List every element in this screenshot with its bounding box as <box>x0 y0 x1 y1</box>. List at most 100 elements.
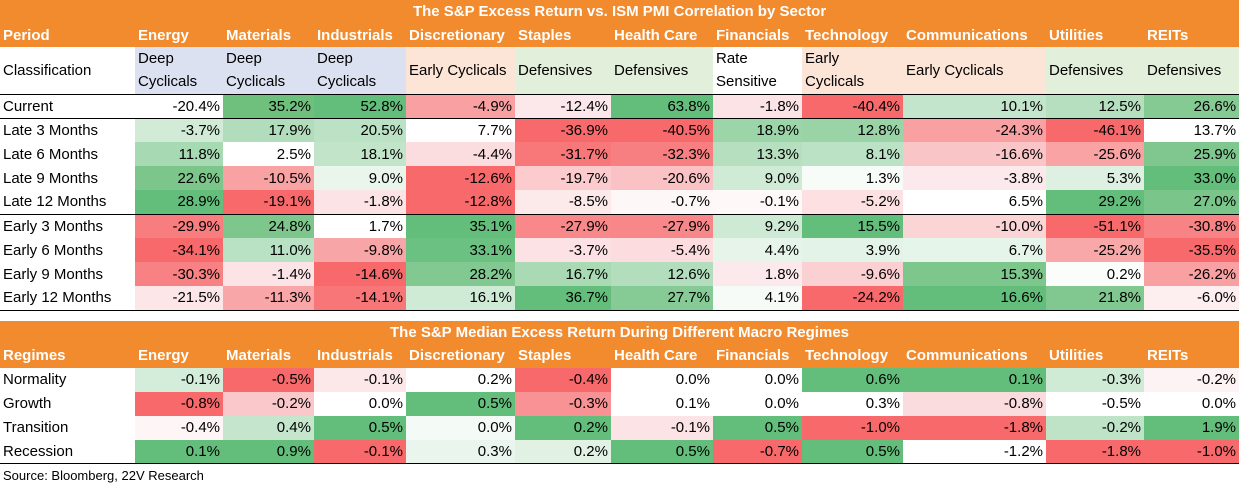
classification-row: Classification Deep Cyclicals Deep Cyclica… <box>0 47 1240 94</box>
value-cell: -0.8% <box>135 391 223 416</box>
column-header: Technology <box>802 23 903 47</box>
value-cell: 16.1% <box>406 286 515 311</box>
value-cell: -11.3% <box>223 286 314 311</box>
value-cell: 13.3% <box>713 142 802 166</box>
column-header: Staples <box>515 343 611 368</box>
column-header: Utilities <box>1046 23 1144 47</box>
value-cell: 63.8% <box>611 93 713 118</box>
value-cell: -19.1% <box>223 190 314 214</box>
value-cell: -51.1% <box>1046 213 1144 238</box>
column-header: Utilities <box>1046 343 1144 368</box>
value-cell: 0.0% <box>1144 391 1240 416</box>
value-cell: 33.1% <box>406 238 515 262</box>
value-cell: 0.0% <box>611 367 713 392</box>
value-cell: -12.8% <box>406 190 515 214</box>
classification-cell: Early Cyclicals <box>903 47 1046 94</box>
value-cell: -0.5% <box>223 367 314 392</box>
value-cell: 0.1% <box>135 439 223 464</box>
row-label: Early 6 Months <box>3 241 104 259</box>
value-cell: -3.7% <box>135 117 223 142</box>
value-cell: 1.9% <box>1144 415 1240 440</box>
value-cell: -0.8% <box>903 391 1046 416</box>
value-cell: -12.6% <box>406 166 515 190</box>
column-header: Health Care <box>611 343 713 368</box>
classification-cell: Defensives <box>515 47 611 94</box>
classification-cell: Defensives <box>611 47 713 94</box>
macro-regimes-table: The S&P Median Excess Return During Diff… <box>0 320 1240 464</box>
value-cell: 18.1% <box>314 142 406 166</box>
column-header: Materials <box>223 23 314 47</box>
value-cell: -16.6% <box>903 142 1046 166</box>
column-header: Industrials <box>314 343 406 368</box>
column-header: REITs <box>1144 343 1240 368</box>
value-cell: 0.9% <box>223 439 314 464</box>
value-cell: 12.8% <box>802 117 903 142</box>
value-cell: 0.2% <box>406 367 515 392</box>
value-cell: -3.8% <box>903 166 1046 190</box>
value-cell: -31.7% <box>515 142 611 166</box>
table-row: Early 6 Months -34.1% 11.0% -9.8% 33.1% -3.7%… <box>0 238 1240 262</box>
value-cell: 1.8% <box>713 262 802 286</box>
value-cell: -1.2% <box>903 439 1046 464</box>
classification-label: Classification <box>3 61 92 79</box>
table-row: Transition -0.4% 0.4% 0.5% 0.0% 0.2% -0.1% 0.5%… <box>0 415 1240 440</box>
value-cell: 0.3% <box>406 439 515 464</box>
value-cell: -30.3% <box>135 262 223 286</box>
column-header: Industrials <box>314 23 406 47</box>
row-label: Late 9 Months <box>3 169 99 187</box>
value-cell: -1.8% <box>903 415 1046 440</box>
value-cell: 12.5% <box>1046 93 1144 118</box>
value-cell: -5.2% <box>802 190 903 214</box>
value-cell: 35.1% <box>406 213 515 238</box>
table1-title: The S&P Excess Return vs. ISM PMI Correl… <box>0 0 1240 23</box>
value-cell: -0.3% <box>1046 367 1144 392</box>
value-cell: 35.2% <box>223 93 314 118</box>
value-cell: 1.3% <box>802 166 903 190</box>
column-header: Discretionary <box>406 23 515 47</box>
value-cell: -6.0% <box>1144 286 1240 311</box>
classification-cell: Rate Sensitive <box>713 47 802 94</box>
value-cell: 28.2% <box>406 262 515 286</box>
table-row: Late 3 Months -3.7% 17.9% 20.5% 7.7% -36.9% -4… <box>0 117 1240 142</box>
value-cell: -0.4% <box>515 367 611 392</box>
value-cell: 7.7% <box>406 117 515 142</box>
table-row: Normality -0.1% -0.5% -0.1% 0.2% -0.4% 0.0% 0.0… <box>0 367 1240 392</box>
table-row: Late 12 Months 28.9% -19.1% -1.8% -12.8% -8.5… <box>0 190 1240 214</box>
column-header: Communications <box>903 23 1046 47</box>
value-cell: -9.6% <box>802 262 903 286</box>
value-cell: 8.1% <box>802 142 903 166</box>
value-cell: -0.1% <box>314 367 406 392</box>
value-cell: 10.1% <box>903 93 1046 118</box>
value-cell: 22.6% <box>135 166 223 190</box>
column-header: Health Care <box>611 23 713 47</box>
value-cell: -40.4% <box>802 93 903 118</box>
value-cell: 4.4% <box>713 238 802 262</box>
value-cell: 0.5% <box>314 415 406 440</box>
value-cell: -0.4% <box>135 415 223 440</box>
value-cell: 0.4% <box>223 415 314 440</box>
value-cell: -14.1% <box>314 286 406 311</box>
column-header: Energy <box>135 23 223 47</box>
value-cell: 0.1% <box>903 367 1046 392</box>
classification-cell: Deep Cyclicals <box>314 47 406 94</box>
pmi-correlation-table: The S&P Excess Return vs. ISM PMI Correl… <box>0 0 1240 311</box>
value-cell: -35.5% <box>1144 238 1240 262</box>
value-cell: -10.0% <box>903 213 1046 238</box>
value-cell: 15.5% <box>802 213 903 238</box>
value-cell: -0.7% <box>713 439 802 464</box>
value-cell: -1.8% <box>1046 439 1144 464</box>
row-label: Recession <box>0 439 135 464</box>
value-cell: -26.2% <box>1144 262 1240 286</box>
value-cell: 52.8% <box>314 93 406 118</box>
column-header: Materials <box>223 343 314 368</box>
row-label: Late 12 Months <box>3 193 107 211</box>
period-header: Period <box>0 23 135 47</box>
value-cell: -24.2% <box>802 286 903 311</box>
value-cell: 6.5% <box>903 190 1046 214</box>
column-header: Communications <box>903 343 1046 368</box>
value-cell: -29.9% <box>135 213 223 238</box>
value-cell: -0.1% <box>314 439 406 464</box>
value-cell: 2.5% <box>223 142 314 166</box>
table-row: Early 9 Months -30.3% -1.4% -14.6% 28.2% 16.7… <box>0 262 1240 286</box>
classification-cell: Deep Cyclicals <box>135 47 223 94</box>
